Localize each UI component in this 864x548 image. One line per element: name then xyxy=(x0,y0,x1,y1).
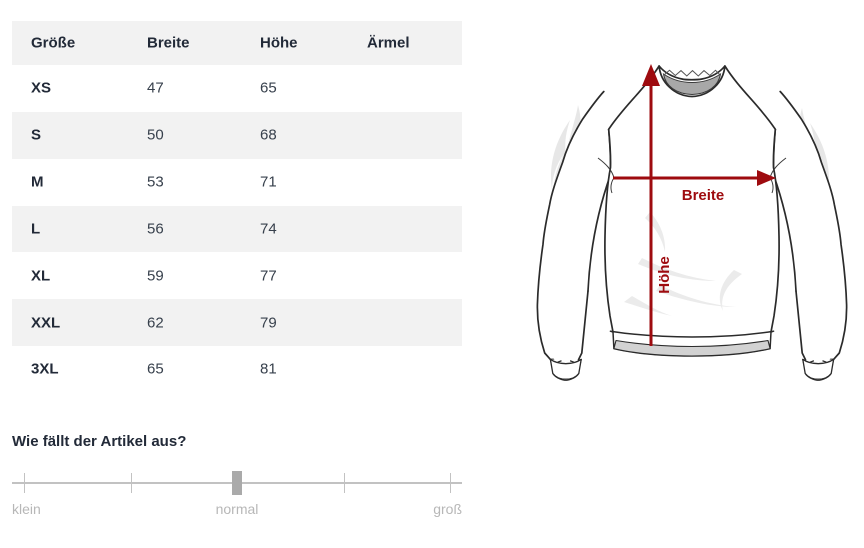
svg-text:Höhe: Höhe xyxy=(656,256,673,294)
svg-text:Breite: Breite xyxy=(682,187,725,204)
